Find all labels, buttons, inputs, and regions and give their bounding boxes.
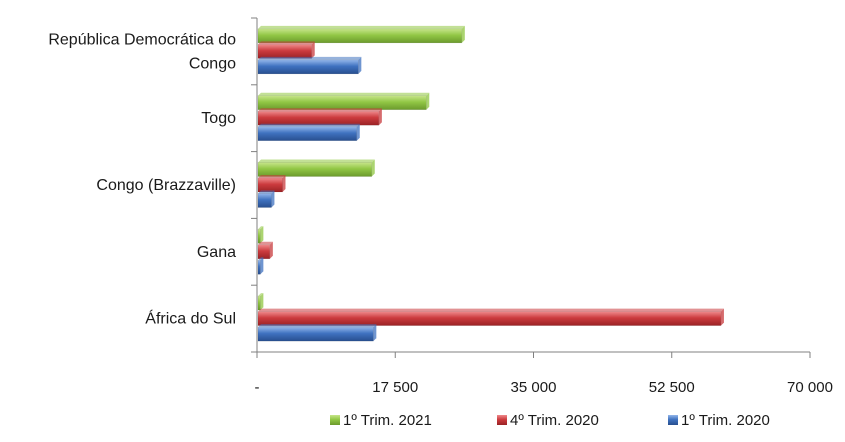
bar-side: [720, 308, 724, 326]
x-tick-label: 35 000: [511, 379, 557, 396]
bar-front: [257, 28, 463, 44]
bar: [257, 108, 382, 126]
bar-front: [257, 244, 271, 260]
bar-front: [257, 311, 722, 326]
bar-side: [269, 241, 273, 259]
bar-front: [257, 193, 272, 208]
bar: [257, 123, 360, 141]
bar-side: [378, 108, 382, 126]
legend-label: 4º Trim. 2020: [510, 412, 599, 429]
bar-top: [258, 190, 275, 194]
bar-top: [258, 226, 264, 230]
category-label: Congo: [189, 55, 236, 72]
x-tick-label: 70 000: [787, 379, 833, 396]
x-tick-label: 52 500: [649, 379, 695, 396]
category-label: Congo (Brazzaville): [96, 177, 236, 194]
x-tick-label: -: [255, 379, 260, 396]
legend-swatch: [497, 415, 507, 425]
legend-item: 4º Trim. 2020: [497, 412, 599, 429]
legend-swatch: [330, 415, 340, 425]
legend-label: 1º Trim. 2020: [681, 412, 770, 429]
bar-top: [258, 293, 264, 297]
bar-top: [258, 324, 377, 328]
bar-side: [356, 123, 360, 141]
category-label: África do Sul: [145, 309, 236, 328]
bar-front: [257, 177, 283, 193]
bar-front: [257, 260, 261, 275]
bar-side: [426, 92, 430, 110]
category-label: Gana: [197, 244, 236, 261]
category-label: Togo: [201, 110, 236, 127]
bar: [257, 293, 264, 311]
bar-front: [257, 126, 357, 141]
bar-side: [373, 324, 377, 342]
bar-front: [257, 229, 261, 244]
bar-side: [311, 41, 315, 59]
bar: [257, 25, 465, 44]
legend-item: 1º Trim. 2021: [330, 412, 432, 429]
bar-side: [358, 56, 362, 74]
bar-side: [282, 175, 286, 192]
bar-front: [257, 95, 427, 110]
bar-top: [258, 56, 362, 60]
legend-swatch: [668, 415, 678, 425]
bar-side: [260, 293, 264, 311]
bar-front: [257, 44, 312, 59]
bar: [257, 324, 377, 342]
bar-top: [258, 108, 382, 112]
bar-top: [258, 25, 465, 29]
bar-top: [258, 175, 286, 178]
bar-front: [257, 59, 359, 75]
x-tick-label: 17 500: [372, 379, 418, 396]
bar-front: [257, 162, 373, 177]
bar-side: [271, 190, 275, 208]
bar: [257, 41, 315, 59]
bar-top: [258, 308, 724, 312]
bar-top: [258, 123, 360, 127]
bar: [257, 308, 724, 326]
bar: [257, 56, 362, 75]
bar-front: [257, 110, 380, 126]
legend-item: 1º Trim. 2020: [668, 412, 770, 429]
bar: [257, 190, 275, 208]
bar: [257, 159, 375, 177]
bar: [257, 241, 273, 260]
bar: [257, 92, 430, 110]
bar-top: [258, 92, 430, 96]
legend-label: 1º Trim. 2021: [343, 412, 432, 429]
bar-front: [257, 295, 261, 311]
bar-top: [258, 159, 375, 163]
bar: [257, 175, 286, 193]
bar-top: [258, 41, 315, 45]
bar-front: [257, 326, 374, 342]
bar: [257, 226, 264, 244]
category-label: República Democrática do: [48, 31, 236, 48]
bar-side: [461, 25, 465, 43]
bar-side: [260, 226, 264, 244]
bar: [257, 257, 264, 275]
bar-side: [260, 257, 264, 275]
bar-top: [258, 241, 273, 245]
bar-top: [258, 257, 264, 261]
bar-side: [371, 159, 375, 177]
